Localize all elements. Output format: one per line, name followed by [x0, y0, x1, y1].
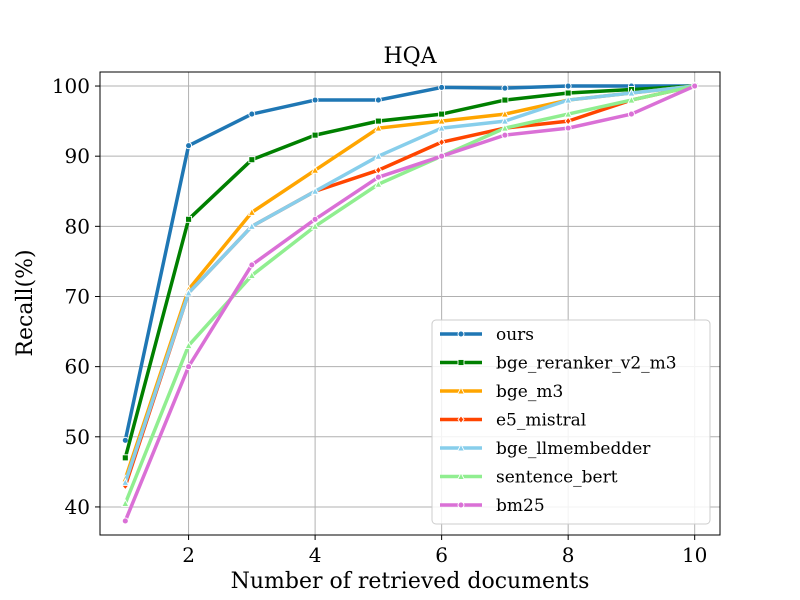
data-point [121, 517, 129, 525]
x-tick-label: 8 [562, 543, 575, 567]
y-tick-label: 50 [65, 425, 90, 449]
series-lines [121, 81, 699, 525]
legend-marker [457, 415, 465, 424]
data-point [437, 123, 446, 132]
series-ours [121, 82, 699, 444]
series-line [123, 84, 697, 443]
data-point [438, 83, 446, 91]
legend: ours bge_reranker_v2_m3 bge_m3 e5_mistralbg… [431, 319, 711, 525]
legend-label: bge_m3 [496, 382, 563, 402]
data-point [185, 142, 193, 150]
data-point [310, 221, 320, 230]
data-point [564, 89, 572, 97]
data-point [374, 96, 382, 104]
legend-item: bge_llmembedder [440, 439, 651, 459]
x-axis-label: Number of retrieved documents [231, 569, 590, 594]
y-tick-label: 60 [65, 355, 90, 379]
data-point [121, 436, 129, 444]
data-point [310, 186, 320, 195]
data-point [627, 95, 636, 104]
y-tick-label: 90 [65, 144, 90, 168]
series-line [123, 84, 697, 506]
legend-label: bge_reranker_v2_m3 [496, 354, 677, 374]
series-line [123, 84, 697, 523]
data-point [248, 110, 256, 118]
y-axis-label: Recall(%) [13, 249, 38, 356]
legend-label: bm25 [496, 496, 545, 516]
data-point [438, 152, 446, 160]
data-point [247, 221, 256, 230]
data-point [438, 110, 446, 118]
legend-item: sentence_bert [440, 468, 618, 488]
data-point [564, 82, 572, 90]
y-tick-label: 70 [65, 284, 90, 308]
data-point [185, 215, 193, 223]
data-point [564, 95, 573, 104]
data-point [311, 96, 319, 104]
legend-frame [431, 319, 711, 525]
data-point [564, 124, 572, 132]
x-tick-label: 2 [182, 543, 195, 567]
data-point [184, 341, 193, 350]
series-bge-llmembedder [121, 81, 699, 486]
data-point [247, 270, 256, 279]
data-point [501, 84, 509, 92]
data-point [121, 477, 130, 486]
plot-frame [99, 71, 721, 536]
data-point [121, 498, 130, 507]
axis-ticks: 2 4 6 8 10 40 50 60 70 80 90 100 [52, 74, 708, 567]
data-point [500, 123, 510, 132]
data-point [248, 261, 256, 269]
data-point [311, 131, 319, 139]
y-tick-label: 80 [65, 214, 90, 238]
series-line [123, 84, 697, 485]
data-point [248, 156, 256, 164]
data-point [247, 207, 256, 216]
data-point [627, 110, 635, 118]
data-point [374, 123, 383, 132]
legend-marker [457, 330, 465, 338]
legend-item: ours [440, 325, 534, 345]
data-point [310, 165, 320, 174]
legend-item: bge_reranker_v2_m3 [440, 354, 677, 374]
legend-marker [456, 386, 466, 395]
data-point [374, 179, 383, 188]
data-point [501, 131, 509, 139]
legend-label: ours [496, 325, 534, 345]
data-point [184, 288, 193, 297]
series-line [123, 84, 697, 460]
legend-marker [456, 443, 466, 452]
x-tick-label: 10 [682, 543, 707, 567]
data-point [311, 215, 319, 223]
data-point [121, 454, 129, 462]
x-tick-label: 6 [435, 543, 448, 567]
legend-marker [457, 359, 465, 366]
y-tick-label: 40 [65, 495, 90, 519]
data-point [564, 109, 573, 118]
legend-marker [457, 501, 465, 509]
legend-item: bge_m3 [440, 382, 563, 402]
series-bm25 [121, 82, 699, 525]
y-tick-label: 100 [52, 74, 90, 98]
data-point [691, 82, 699, 90]
legend-label: e5_mistral [496, 411, 586, 431]
data-point [438, 137, 446, 147]
legend-item: bm25 [440, 496, 545, 516]
data-point [374, 117, 382, 125]
x-tick-label: 4 [309, 543, 322, 567]
data-point [501, 96, 509, 104]
data-point [185, 363, 193, 371]
data-point [374, 151, 383, 160]
legend-item: e5_mistral [440, 411, 586, 431]
legend-marker [456, 471, 466, 480]
legend-label: bge_llmembedder [496, 439, 651, 459]
chart-title: HQA [383, 44, 437, 69]
legend-label: sentence_bert [496, 468, 618, 488]
data-point [374, 173, 382, 181]
